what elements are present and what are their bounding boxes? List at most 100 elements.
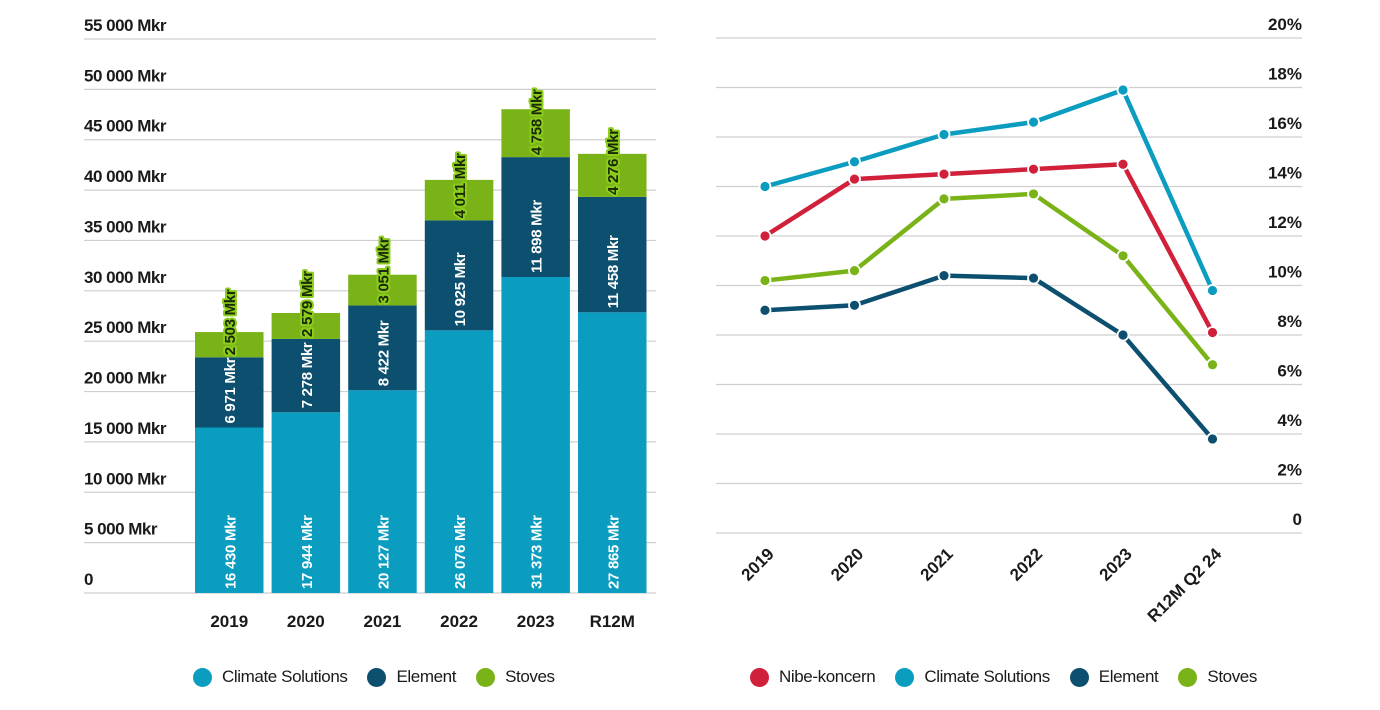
- data-point-nibe-koncern: [1116, 157, 1130, 171]
- bar-value-label: 4 276 Mkr: [605, 129, 622, 195]
- bar-value-label: 27 865 Mkr: [605, 515, 622, 589]
- data-point-stoves: [937, 192, 951, 206]
- left-legend: Climate Solutions Element Stoves: [193, 667, 575, 687]
- legend-label: Stoves: [505, 667, 555, 686]
- data-point-element: [758, 303, 772, 317]
- bar-value-label: 11 458 Mkr: [605, 235, 622, 308]
- data-point-nibe-koncern: [1027, 162, 1040, 176]
- data-point-climate-solutions: [758, 180, 772, 193]
- y-tick-label: 6%: [1277, 362, 1302, 381]
- x-tick-label: 2019: [738, 544, 778, 584]
- bar-segment-climate-solutions: [578, 312, 647, 593]
- y-tick-label: 30 000 Mkr: [84, 268, 167, 287]
- x-tick-label: 2022: [1006, 544, 1046, 584]
- right-legend: Nibe-koncern Climate Solutions Element Stov…: [750, 667, 1277, 687]
- bar-segment-climate-solutions: [424, 330, 494, 593]
- right-y-axis-ticks: 0 2% 4% 6% 8% 10% 12% 14% 16% 18% 20%: [1268, 15, 1302, 529]
- y-tick-label: 45 000 Mkr: [84, 117, 167, 136]
- bar-value-label: 20 127 Mkr: [375, 515, 392, 589]
- data-point-element: [1116, 328, 1130, 342]
- data-point-element: [848, 298, 861, 312]
- legend-item-nibe-koncern[interactable]: Nibe-koncern: [750, 667, 876, 687]
- bar-segment-element: [424, 220, 494, 331]
- x-tick-label: 2019: [210, 612, 248, 631]
- legend-label: Element: [396, 667, 457, 686]
- data-point-stoves: [758, 274, 772, 287]
- x-tick-label: 2021: [917, 544, 957, 584]
- line-chart: 0 2% 4% 6% 8% 10% 12% 14% 16% 18% 20% 2019 2020 2021…: [716, 15, 1302, 626]
- bar-value-label: 31 373 Mkr: [529, 515, 546, 589]
- x-tick-label: 2021: [364, 612, 402, 631]
- bar-segment-element: [578, 196, 647, 313]
- y-tick-label: 25 000 Mkr: [84, 318, 167, 337]
- bar-segment-stoves: [501, 109, 570, 158]
- y-tick-label: 0: [84, 570, 93, 589]
- y-tick-label: 0: [1293, 510, 1302, 529]
- y-tick-label: 15 000 Mkr: [84, 419, 167, 438]
- series-line-element: [764, 273, 1215, 441]
- data-point-element: [1027, 271, 1040, 285]
- y-tick-label: 5 000 Mkr: [84, 520, 158, 539]
- legend-label: Climate Solutions: [222, 667, 348, 686]
- right-series-points: [758, 83, 1219, 446]
- right-x-axis-ticks: 2019 2020 2021 2022 2023 R12M Q2 24: [738, 544, 1226, 626]
- y-tick-label: 35 000 Mkr: [84, 217, 167, 236]
- y-tick-label: 2%: [1277, 461, 1302, 480]
- bar-value-label: 16 430 Mkr: [222, 515, 239, 589]
- legend-label: Stoves: [1207, 667, 1257, 686]
- bar-value-label: 7 278 Mkr: [299, 342, 316, 408]
- legend-dot-icon: [367, 667, 387, 687]
- bar-value-label: 11 898 Mkr: [529, 200, 546, 273]
- left-x-axis-ticks: 2019 2020 2021 2022 2023 R12M: [210, 612, 635, 631]
- data-point-nibe-koncern: [1206, 326, 1219, 339]
- y-tick-label: 14%: [1268, 164, 1302, 183]
- x-tick-label: R12M Q2 24: [1144, 544, 1226, 626]
- series-line-stoves: [764, 191, 1215, 367]
- y-tick-label: 10 000 Mkr: [84, 469, 167, 488]
- y-tick-label: 40 000 Mkr: [84, 167, 167, 186]
- legend-dot-icon: [750, 667, 769, 687]
- legend-item-stoves[interactable]: Stoves: [476, 667, 555, 687]
- legend-dot-icon: [895, 667, 915, 687]
- data-point-stoves: [1116, 249, 1130, 263]
- right-gridlines: [716, 37, 1302, 534]
- data-point-climate-solutions: [1206, 284, 1219, 297]
- y-tick-label: 18%: [1268, 65, 1302, 84]
- legend-item-element[interactable]: Element: [1069, 667, 1159, 687]
- x-tick-label: 2020: [287, 612, 325, 631]
- bar-value-label: 17 944 Mkr: [299, 515, 316, 589]
- legend-dot-icon: [1069, 667, 1089, 687]
- x-tick-label: 2020: [827, 544, 867, 584]
- data-point-climate-solutions: [937, 128, 951, 141]
- bar-segment-climate-solutions: [348, 390, 417, 593]
- legend-label: Nibe-koncern: [779, 667, 876, 686]
- legend-item-climate-solutions[interactable]: Climate Solutions: [895, 667, 1050, 687]
- legend-item-stoves[interactable]: Stoves: [1178, 667, 1257, 687]
- bar-value-label: 4 011 Mkr: [452, 153, 469, 218]
- bar-segment-climate-solutions: [195, 427, 264, 593]
- data-point-nibe-koncern: [848, 172, 861, 186]
- bar-segment-stoves: [578, 153, 647, 197]
- bar-value-label: 8 422 Mkr: [375, 320, 392, 386]
- data-point-nibe-koncern: [937, 167, 951, 181]
- stacked-bar-chart: 0 5 000 Mkr 10 000 Mkr 15 000 Mkr 20 000 Mkr…: [84, 16, 656, 631]
- bar-value-label: 6 971 Mkr: [222, 357, 239, 423]
- legend-item-climate-solutions[interactable]: Climate Solutions: [193, 667, 348, 687]
- x-tick-label: R12M: [590, 612, 635, 631]
- legend-item-element[interactable]: Element: [367, 667, 456, 687]
- bar-value-label: 2 503 Mkr: [222, 289, 239, 355]
- legend-label: Element: [1098, 667, 1159, 686]
- bar-segment-climate-solutions: [271, 412, 341, 593]
- y-tick-label: 4%: [1277, 411, 1302, 430]
- bar-segment-element: [501, 157, 570, 277]
- bar-segment-climate-solutions: [501, 276, 570, 593]
- bar-value-label: 3 051 Mkr: [375, 237, 392, 303]
- legend-label: Climate Solutions: [924, 667, 1050, 686]
- bar-segment-stoves: [424, 179, 494, 221]
- legend-dot-icon: [1178, 667, 1198, 687]
- y-tick-label: 16%: [1268, 114, 1302, 133]
- left-bars: [195, 109, 647, 593]
- data-point-climate-solutions: [848, 155, 861, 169]
- y-tick-label: 50 000 Mkr: [84, 66, 167, 85]
